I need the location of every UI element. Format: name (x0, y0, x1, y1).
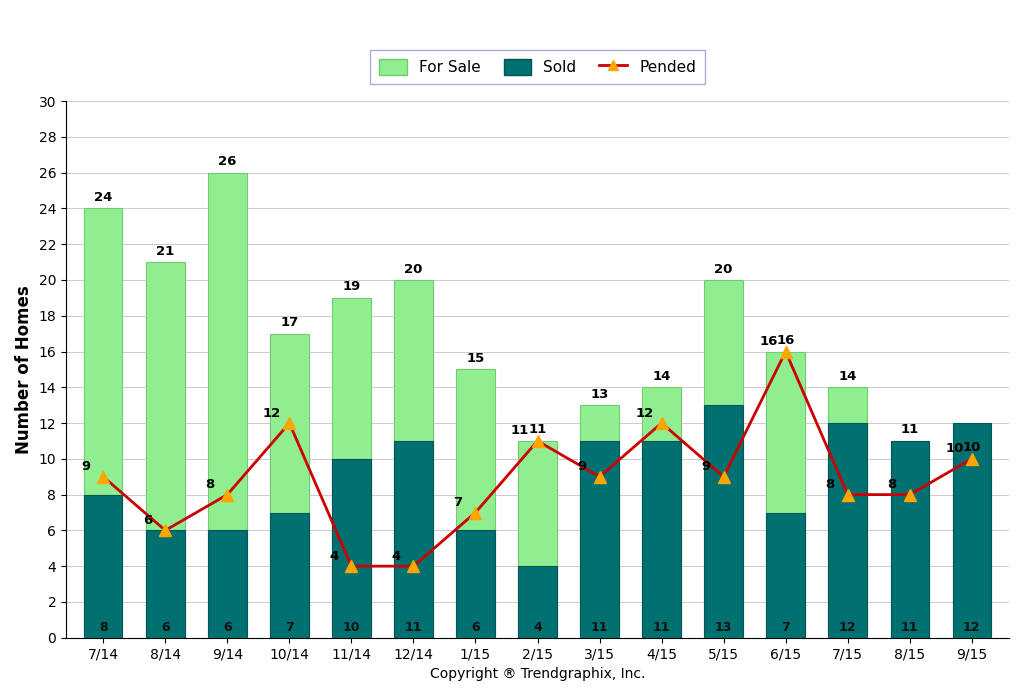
Bar (208, 530, 247, 638)
Text: 8: 8 (206, 478, 215, 491)
Bar (394, 280, 433, 638)
Text: 6: 6 (223, 621, 231, 634)
Text: 14: 14 (839, 370, 857, 383)
X-axis label: Copyright ® Trendgraphix, Inc.: Copyright ® Trendgraphix, Inc. (430, 667, 645, 681)
Bar (394, 441, 433, 638)
Text: 11: 11 (901, 621, 919, 634)
Bar (891, 441, 929, 638)
Text: 10: 10 (343, 621, 360, 634)
Text: 10: 10 (963, 441, 981, 454)
Text: 7: 7 (454, 496, 463, 509)
Text: 12: 12 (635, 406, 653, 420)
Text: 7: 7 (285, 621, 294, 634)
Bar (146, 530, 184, 638)
Text: 24: 24 (94, 191, 113, 204)
Text: 13: 13 (591, 388, 608, 401)
Text: 16: 16 (759, 335, 777, 348)
Text: 11: 11 (653, 621, 671, 634)
Bar (766, 512, 805, 638)
Text: 12: 12 (963, 621, 981, 634)
Text: 7: 7 (781, 621, 791, 634)
Text: 11: 11 (528, 423, 547, 436)
Text: 8: 8 (888, 478, 897, 491)
Bar (457, 530, 495, 638)
Text: 11: 11 (404, 621, 422, 634)
Text: 12: 12 (263, 406, 282, 420)
Text: 11: 11 (591, 621, 608, 634)
Bar (457, 370, 495, 638)
Text: 14: 14 (652, 370, 671, 383)
Bar (332, 459, 371, 638)
Bar (270, 333, 308, 638)
Text: 17: 17 (281, 316, 298, 329)
Text: 9: 9 (578, 460, 587, 473)
Bar (642, 387, 681, 638)
Text: 8: 8 (825, 478, 835, 491)
Bar (766, 351, 805, 638)
Bar (828, 387, 867, 638)
Text: 16: 16 (776, 334, 795, 347)
Text: 8: 8 (99, 621, 108, 634)
Y-axis label: Number of Homes: Number of Homes (15, 285, 33, 454)
Text: 26: 26 (218, 155, 237, 168)
Text: 4: 4 (330, 550, 339, 562)
Bar (332, 298, 371, 638)
Text: 6: 6 (143, 514, 153, 527)
Text: 20: 20 (404, 262, 423, 276)
Bar (270, 512, 308, 638)
Text: 6: 6 (161, 621, 170, 634)
Text: 11: 11 (511, 425, 529, 437)
Text: 12: 12 (839, 621, 856, 634)
Bar (208, 173, 247, 638)
Bar (642, 441, 681, 638)
Bar (84, 208, 123, 638)
Bar (705, 405, 742, 638)
Text: 15: 15 (466, 352, 484, 365)
Bar (146, 262, 184, 638)
Bar (891, 441, 929, 638)
Text: 13: 13 (715, 621, 732, 634)
Bar (84, 495, 123, 638)
Bar (518, 441, 557, 638)
Bar (518, 566, 557, 638)
Bar (705, 280, 742, 638)
Bar (581, 405, 618, 638)
Legend: For Sale, Sold, Pended: For Sale, Sold, Pended (370, 49, 706, 84)
Text: 6: 6 (471, 621, 480, 634)
Text: 10: 10 (945, 442, 964, 455)
Text: 9: 9 (701, 460, 711, 473)
Bar (581, 441, 618, 638)
Text: 20: 20 (715, 262, 733, 276)
Text: 11: 11 (901, 423, 919, 436)
Text: 9: 9 (81, 460, 90, 473)
Text: 4: 4 (391, 550, 400, 562)
Text: 19: 19 (342, 280, 360, 294)
Bar (952, 423, 991, 638)
Text: 4: 4 (534, 621, 542, 634)
Text: 21: 21 (157, 244, 174, 258)
Bar (828, 423, 867, 638)
Bar (952, 459, 991, 638)
